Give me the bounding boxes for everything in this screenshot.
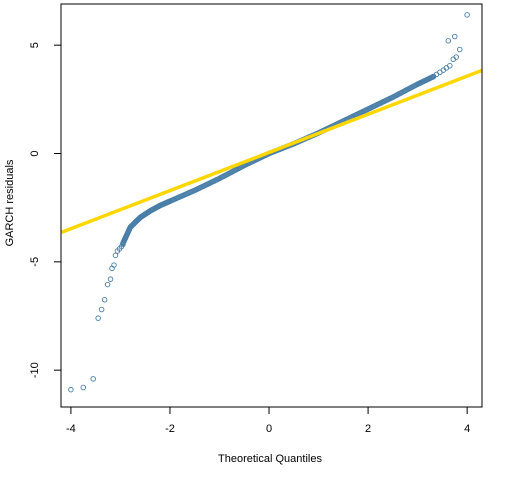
x-tick-label: 2: [365, 423, 371, 435]
data-point: [90, 376, 96, 382]
data-point: [464, 12, 470, 18]
data-point: [453, 54, 459, 60]
data-point: [111, 262, 117, 268]
data-point: [104, 281, 111, 288]
data-point: [456, 46, 463, 53]
data-point: [112, 252, 119, 259]
y-tick-label: -5: [29, 257, 41, 267]
data-point: [80, 384, 87, 391]
data-point: [95, 315, 101, 321]
reference-line: [61, 68, 482, 235]
x-tick-label: -2: [165, 423, 175, 435]
reference-line-layer: [61, 68, 482, 235]
x-tick-label: 4: [464, 423, 470, 435]
data-point: [120, 241, 126, 248]
x-axis: -4 -2 0 2 4: [66, 406, 470, 435]
y-tick-label: 5: [29, 42, 41, 48]
y-axis-label: GARCH residuals: [4, 159, 16, 246]
data-point: [68, 386, 74, 393]
data-point: [98, 306, 105, 313]
x-tick-label: 0: [266, 423, 272, 435]
y-axis: -10 -5 0 5: [29, 42, 62, 378]
data-point: [101, 297, 108, 303]
x-tick-label: -4: [66, 423, 76, 435]
data-point: [452, 33, 458, 40]
data-point: [445, 38, 452, 44]
data-point: [107, 276, 114, 282]
x-axis-label: Theoretical Quantiles: [218, 453, 322, 465]
y-tick-label: -10: [29, 362, 41, 378]
data-point: [447, 63, 453, 69]
y-tick-label: 0: [29, 150, 41, 156]
